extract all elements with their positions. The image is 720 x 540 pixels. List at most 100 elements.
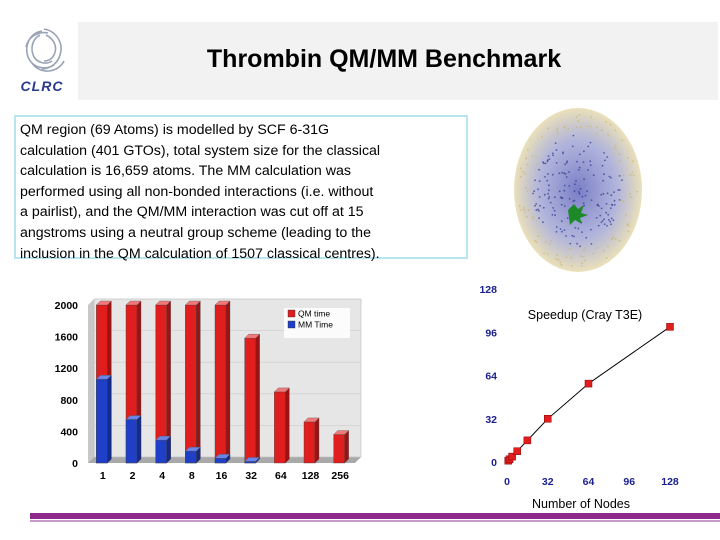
x-tick-label: 32: [542, 476, 554, 488]
protein-atom-dot: [590, 116, 593, 119]
protein-atom-dot: [622, 200, 625, 202]
speedup-line: [507, 326, 671, 461]
qm-bar-top: [184, 300, 201, 306]
protein-atom-dot: [613, 191, 615, 193]
protein-atom-dot: [582, 202, 585, 205]
protein-atom-dot: [592, 252, 595, 255]
protein-atom-dot: [600, 129, 603, 132]
protein-atom-dot: [555, 226, 558, 228]
protein-atom-dot: [548, 158, 551, 160]
protein-atom-dot: [534, 240, 536, 243]
protein-atom-dot: [554, 142, 557, 144]
protein-atom-dot: [607, 245, 609, 248]
protein-atom-dot: [596, 247, 599, 249]
protein-atom-dot: [596, 126, 598, 129]
protein-atom-dot: [551, 152, 554, 155]
qm-bar-top: [125, 300, 142, 306]
protein-atom-dot: [596, 203, 599, 206]
protein-atom-dot: [629, 174, 632, 177]
protein-atom-dot: [601, 164, 604, 167]
protein-atom-dot: [531, 155, 534, 157]
protein-atom-dot: [627, 230, 630, 233]
protein-atom-dot: [610, 223, 612, 226]
protein-atom-dot: [607, 213, 610, 216]
qm-bar-top: [155, 300, 172, 306]
protein-atom-dot: [582, 161, 585, 163]
protein-atom-dot: [583, 247, 586, 249]
description-line: angstroms using a neutral group scheme (…: [20, 224, 371, 241]
description-line: performed using all non-bonded interacti…: [20, 183, 374, 200]
protein-atom-dot: [546, 253, 549, 256]
y-tick-label: 400: [60, 426, 78, 438]
x-tick-label: 16: [216, 470, 228, 482]
speedup-point: [544, 415, 552, 423]
protein-atom-dot: [573, 235, 575, 238]
qm-bar-side: [225, 300, 231, 464]
protein-atom-dot: [563, 205, 566, 207]
mm-bar-side: [107, 374, 112, 464]
protein-atom-dot: [560, 197, 563, 200]
protein-atom-dot: [600, 207, 603, 210]
speedup-chart: 0 32 64 96 128 0 32 64 96 128 Speedup (Cray T3E) Nu…: [479, 284, 678, 511]
protein-atom-dot: [542, 221, 544, 224]
protein-atom-dot: [627, 225, 630, 227]
protein-atom-dot: [614, 144, 617, 147]
protein-atom-dot: [581, 262, 583, 265]
protein-atom-dot: [555, 258, 558, 261]
protein-atom-dot: [605, 211, 608, 214]
protein-atom-dot: [603, 152, 605, 154]
protein-atom-dot: [554, 196, 556, 199]
protein-atom-dot: [606, 156, 609, 158]
protein-atom-dot: [618, 239, 621, 242]
legend-label: MM Time: [298, 320, 333, 330]
protein-atom-dot: [547, 192, 549, 195]
protein-atom-dot: [548, 189, 550, 192]
protein-atom-dot: [610, 207, 612, 210]
qm-bar-top: [273, 387, 290, 393]
protein-atom-dot: [569, 242, 572, 245]
protein-atom-dot: [520, 208, 522, 211]
protein-atom-dot: [559, 228, 562, 230]
description-box: QM region (69 Atoms) is modelled by SCF …: [14, 115, 468, 262]
protein-atom-dot: [614, 238, 617, 241]
protein-atom-dot: [538, 180, 541, 182]
protein-atom-dot: [565, 176, 568, 178]
protein-atom-dot: [555, 162, 558, 164]
plot-side-wall: [88, 299, 94, 463]
y-tick-label: 1200: [55, 363, 79, 375]
protein-atom-dot: [622, 174, 625, 177]
mm-bar-top: [214, 454, 231, 459]
protein-atom-dot: [613, 146, 616, 149]
protein-atom-dot: [568, 185, 571, 187]
protein-atom-dot: [535, 241, 538, 243]
protein-atom-dot: [579, 245, 581, 248]
protein-atom-dot: [566, 160, 568, 163]
mm-bar: [125, 419, 138, 464]
mm-bar: [244, 461, 256, 464]
protein-atom-dot: [519, 175, 522, 178]
protein-atom-dot: [562, 151, 564, 154]
protein-atom-dot: [519, 167, 522, 170]
protein-atom-dot: [613, 203, 616, 206]
protein-atom-dot: [525, 157, 527, 160]
protein-atom-dot: [597, 224, 600, 227]
mm-bar-side: [136, 415, 142, 464]
y-tick-label: 800: [60, 395, 78, 407]
y-tick-label: 2000: [55, 300, 79, 312]
protein-atom-dot: [613, 199, 616, 202]
protein-atom-dot: [577, 120, 580, 122]
x-tick-label: 128: [302, 470, 320, 482]
protein-atom-dot: [618, 199, 621, 201]
protein-atom-dot: [570, 265, 573, 267]
protein-atom-dot: [610, 176, 612, 179]
protein-atom-dot: [553, 209, 556, 212]
speedup-point: [513, 447, 521, 455]
protein-atom-dot: [563, 229, 566, 231]
x-tick-label: 2: [130, 470, 136, 482]
protein-structure-image: [514, 108, 642, 272]
protein-atom-dot: [615, 148, 617, 151]
protein-atom-dot: [586, 125, 589, 128]
protein-atom-dot: [606, 192, 609, 195]
protein-atom-dot: [610, 194, 613, 197]
